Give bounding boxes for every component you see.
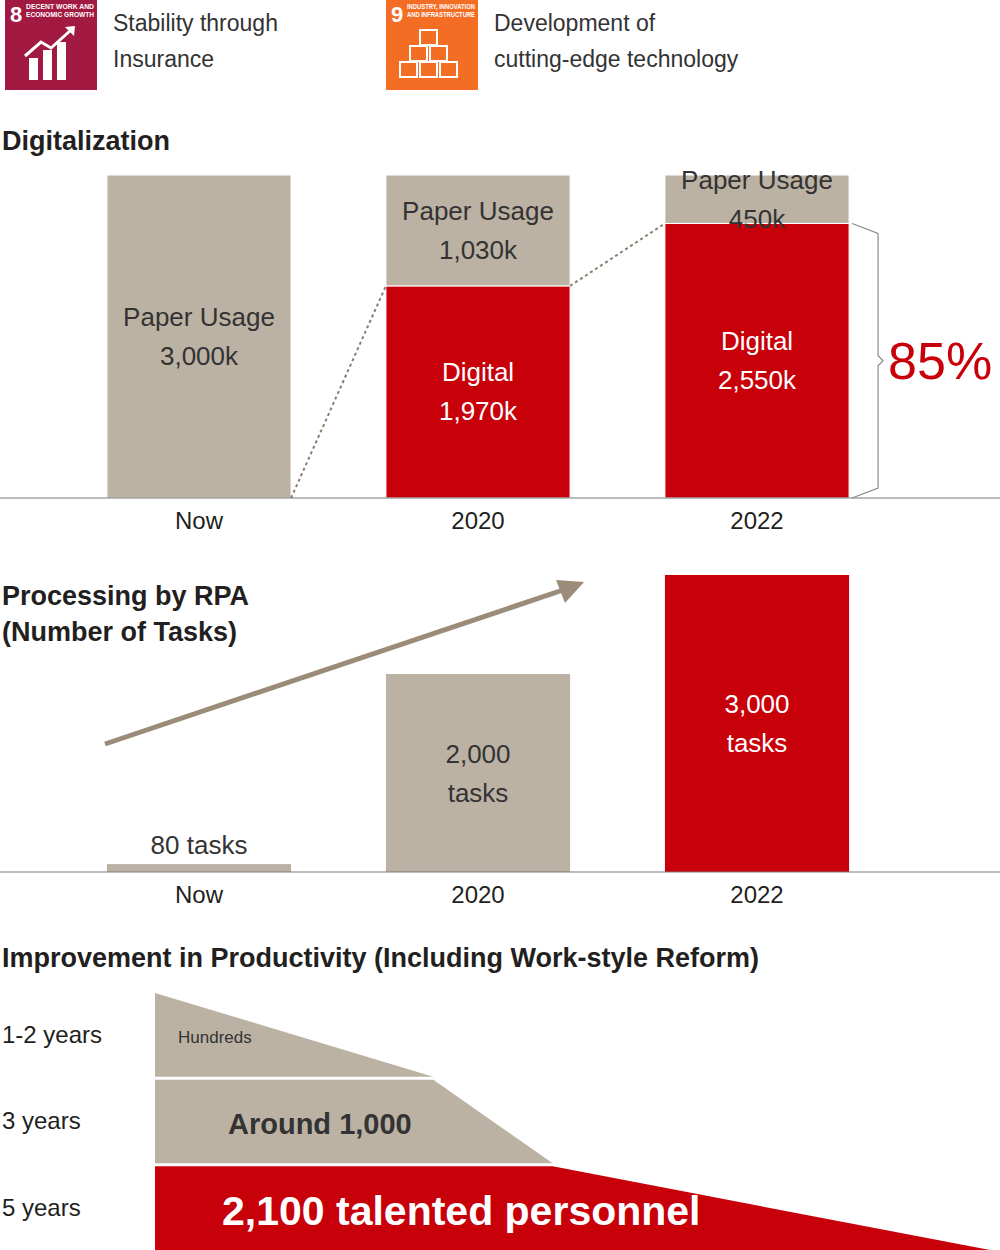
tick-label: 1-2 years [2, 1021, 102, 1048]
tick-label: 5 years [2, 1194, 81, 1221]
tick: 2020 [451, 881, 504, 908]
goal-icon [5, 0, 97, 90]
plot-area [155, 993, 990, 1250]
goal-icon-label: INDUSTRY, INNOVATION [407, 3, 475, 11]
tick-label: 2020 [451, 881, 504, 908]
pictogram-part [65, 26, 75, 36]
data-label: 2,100 talented personnel [222, 1188, 701, 1234]
goal: 8 DECENT WORK ANDECONOMIC GROWTH [5, 0, 97, 90]
tick-label: 2022 [730, 507, 783, 534]
tick: 2020 [451, 507, 504, 534]
bar [107, 864, 291, 872]
tick: 2022 [730, 507, 783, 534]
tick-label: Now [175, 507, 224, 534]
page: 8 DECENT WORK ANDECONOMIC GROWTH Stability… [0, 0, 1000, 1250]
data-labels: 80 tasks 2,000tasks 3,000tasks [151, 689, 790, 860]
y-axis: 1-2 years 3 years 5 years [2, 1021, 102, 1221]
goal-text: Insurance [113, 46, 214, 72]
segment-name: Paper Usage [681, 165, 833, 195]
bar [386, 674, 570, 872]
plot-area [107, 575, 849, 872]
goal-icon [386, 0, 478, 90]
goal-number: 8 [10, 2, 22, 27]
x-axis: Now 2020 2022 [175, 881, 784, 908]
data-label: 450k [729, 204, 786, 234]
chart-title: (Number of Tasks) [2, 617, 237, 647]
annotation: 85% [888, 332, 992, 390]
pictogram-part [57, 42, 66, 80]
tick-label: 2022 [730, 881, 783, 908]
bar [155, 993, 433, 1077]
tick-label: Now [175, 881, 224, 908]
tick-label: 2020 [451, 507, 504, 534]
goal-icon-label: ECONOMIC GROWTH [26, 11, 94, 18]
segment-name: Paper Usage [402, 196, 554, 226]
tick: 2022 [730, 881, 783, 908]
chart-title: Digitalization [2, 126, 170, 156]
tick: 3 years [2, 1107, 81, 1134]
pictogram-part [43, 50, 52, 80]
baseline [0, 497, 1000, 498]
tick: Now [175, 507, 224, 534]
baseline [0, 871, 1000, 872]
bar [155, 1166, 990, 1250]
segment-name: Paper Usage [123, 302, 275, 332]
data-labels: Digital 1,970k Digital 2,550k Paper Usage 3,0… [123, 165, 833, 427]
background [0, 0, 1000, 1250]
trend-arrow-head [556, 580, 584, 603]
data-label: 1,970k [439, 396, 518, 426]
goal-text: Stability through [113, 10, 278, 36]
pictogram-part [430, 46, 447, 61]
bar [386, 286, 570, 498]
tick: Now [175, 881, 224, 908]
goal-icon-label: AND INFRASTRUCTURE [407, 11, 476, 18]
bar [107, 175, 291, 498]
pictogram-part [420, 30, 437, 45]
chart-svg: 8 DECENT WORK ANDECONOMIC GROWTH Stability… [0, 0, 1000, 1250]
plot-area [107, 175, 849, 498]
data-label: 80 tasks [151, 830, 248, 860]
pictogram-part [25, 30, 71, 56]
tick: 5 years [2, 1194, 81, 1221]
data-label: 3,000k [160, 341, 239, 371]
chart-title: Processing by RPA [2, 581, 249, 611]
bar [386, 175, 570, 286]
goal-text: cutting-edge technology [494, 46, 739, 72]
x-axis: Now 2020 2022 [175, 507, 784, 534]
pictogram-part [420, 62, 437, 77]
data-labels: Hundreds Around 1,000 2,100 talented perso… [178, 1028, 701, 1234]
connector [291, 286, 386, 498]
bar [665, 575, 849, 872]
goal: 9 INDUSTRY, INNOVATIONAND INFRASTRUCTURE [386, 0, 478, 90]
bar [155, 1080, 553, 1164]
data-label: 2,550k [718, 365, 797, 395]
pictogram-part [440, 62, 457, 77]
tick-label: 3 years [2, 1107, 81, 1134]
segment-name: Digital [721, 326, 793, 356]
data-label: 3,000tasks [724, 689, 789, 758]
goal-pictogram [400, 30, 457, 77]
goal-pictogram [25, 26, 75, 80]
tick: 1-2 years [2, 1021, 102, 1048]
data-label: 2,000tasks [445, 739, 510, 808]
goal-icon-label: DECENT WORK AND [26, 3, 94, 10]
pictogram-part [29, 58, 38, 80]
bar [665, 223, 849, 498]
chart-title: Improvement in Productivity (Including W… [2, 943, 759, 973]
goal-number: 9 [391, 2, 403, 27]
data-label: Hundreds [178, 1028, 252, 1047]
pictogram-part [410, 46, 427, 61]
data-label: 1,030k [439, 235, 518, 265]
connectors [291, 223, 665, 498]
pictogram-part [400, 62, 417, 77]
connector [570, 223, 665, 285]
goal-text: Development of [494, 10, 656, 36]
data-label: Around 1,000 [228, 1108, 412, 1140]
bracket [852, 223, 883, 498]
segment-name: Digital [442, 357, 514, 387]
